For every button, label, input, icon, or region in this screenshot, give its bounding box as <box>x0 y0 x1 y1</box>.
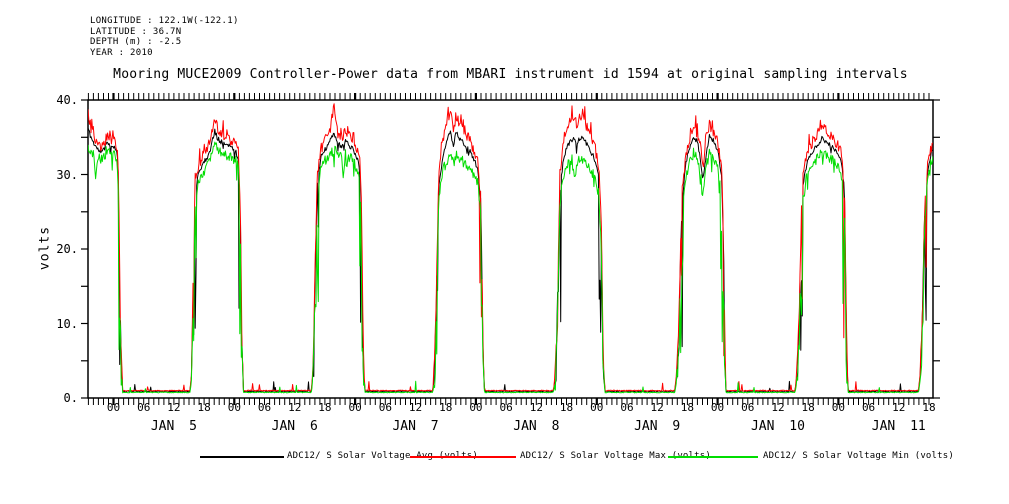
x-hour-label: 12 <box>771 401 785 414</box>
x-hour-label: 06 <box>741 401 755 414</box>
y-tick-label: 10. <box>56 316 78 331</box>
x-hour-label: 00 <box>348 401 362 414</box>
x-hour-label: 12 <box>288 401 302 414</box>
x-hour-label: 12 <box>408 401 423 414</box>
x-hour-label: 18 <box>801 401 815 414</box>
y-tick-label: 30. <box>56 167 78 182</box>
x-hour-label: 00 <box>831 401 845 414</box>
chart-title: Mooring MUCE2009 Controller-Power data f… <box>113 67 908 82</box>
metadata-depth: DEPTH (m) : -2.5 <box>90 37 182 47</box>
x-hour-label: 00 <box>227 401 241 414</box>
x-hour-label: 00 <box>469 401 483 414</box>
x-hour-label: 18 <box>922 401 936 414</box>
x-hour-label: 18 <box>680 401 694 414</box>
x-hour-label: 06 <box>499 401 513 414</box>
x-hour-label: 18 <box>318 401 332 414</box>
x-day-label: JAN 10 <box>750 419 805 434</box>
x-hour-label: 06 <box>620 401 634 414</box>
x-hour-label: 18 <box>439 401 453 414</box>
y-tick-label: 40. <box>56 93 78 107</box>
x-hour-label: 00 <box>590 401 604 414</box>
x-hour-label: 18 <box>197 401 211 414</box>
y-tick-label: 0. <box>63 391 78 405</box>
series-avg-line <box>88 127 933 393</box>
x-hour-label: 06 <box>861 401 876 414</box>
x-day-label: JAN 6 <box>271 419 318 434</box>
x-hour-label: 06 <box>378 401 392 414</box>
metadata-year: YEAR : 2010 <box>90 47 153 58</box>
x-day-label: JAN 11 <box>871 419 926 434</box>
x-hour-label: 18 <box>559 401 574 414</box>
x-hour-label: 06 <box>257 401 272 414</box>
x-hour-label: 12 <box>650 401 664 414</box>
metadata-block: LONGITUDE : 122.1W(-122.1) LATITUDE : 36… <box>90 16 239 58</box>
series-max-line <box>88 103 933 392</box>
x-hour-label: 00 <box>710 401 725 414</box>
metadata-latitude: LATITUDE : 36.7N <box>90 26 182 37</box>
x-day-label: JAN 9 <box>634 419 681 434</box>
metadata-longitude: LONGITUDE : 122.1W(-122.1) <box>90 16 239 26</box>
y-tick-label: 20. <box>56 242 78 256</box>
x-hour-label: 00 <box>106 401 121 414</box>
x-hour-label: 06 <box>137 401 151 414</box>
x-day-label: JAN 7 <box>392 419 439 434</box>
x-hour-label: 12 <box>167 401 181 414</box>
x-day-label: JAN 5 <box>150 419 197 434</box>
x-day-label: JAN 8 <box>513 419 560 434</box>
x-hour-label: 12 <box>892 401 906 414</box>
series-min-line <box>88 141 933 394</box>
x-hour-label: 12 <box>529 401 543 414</box>
